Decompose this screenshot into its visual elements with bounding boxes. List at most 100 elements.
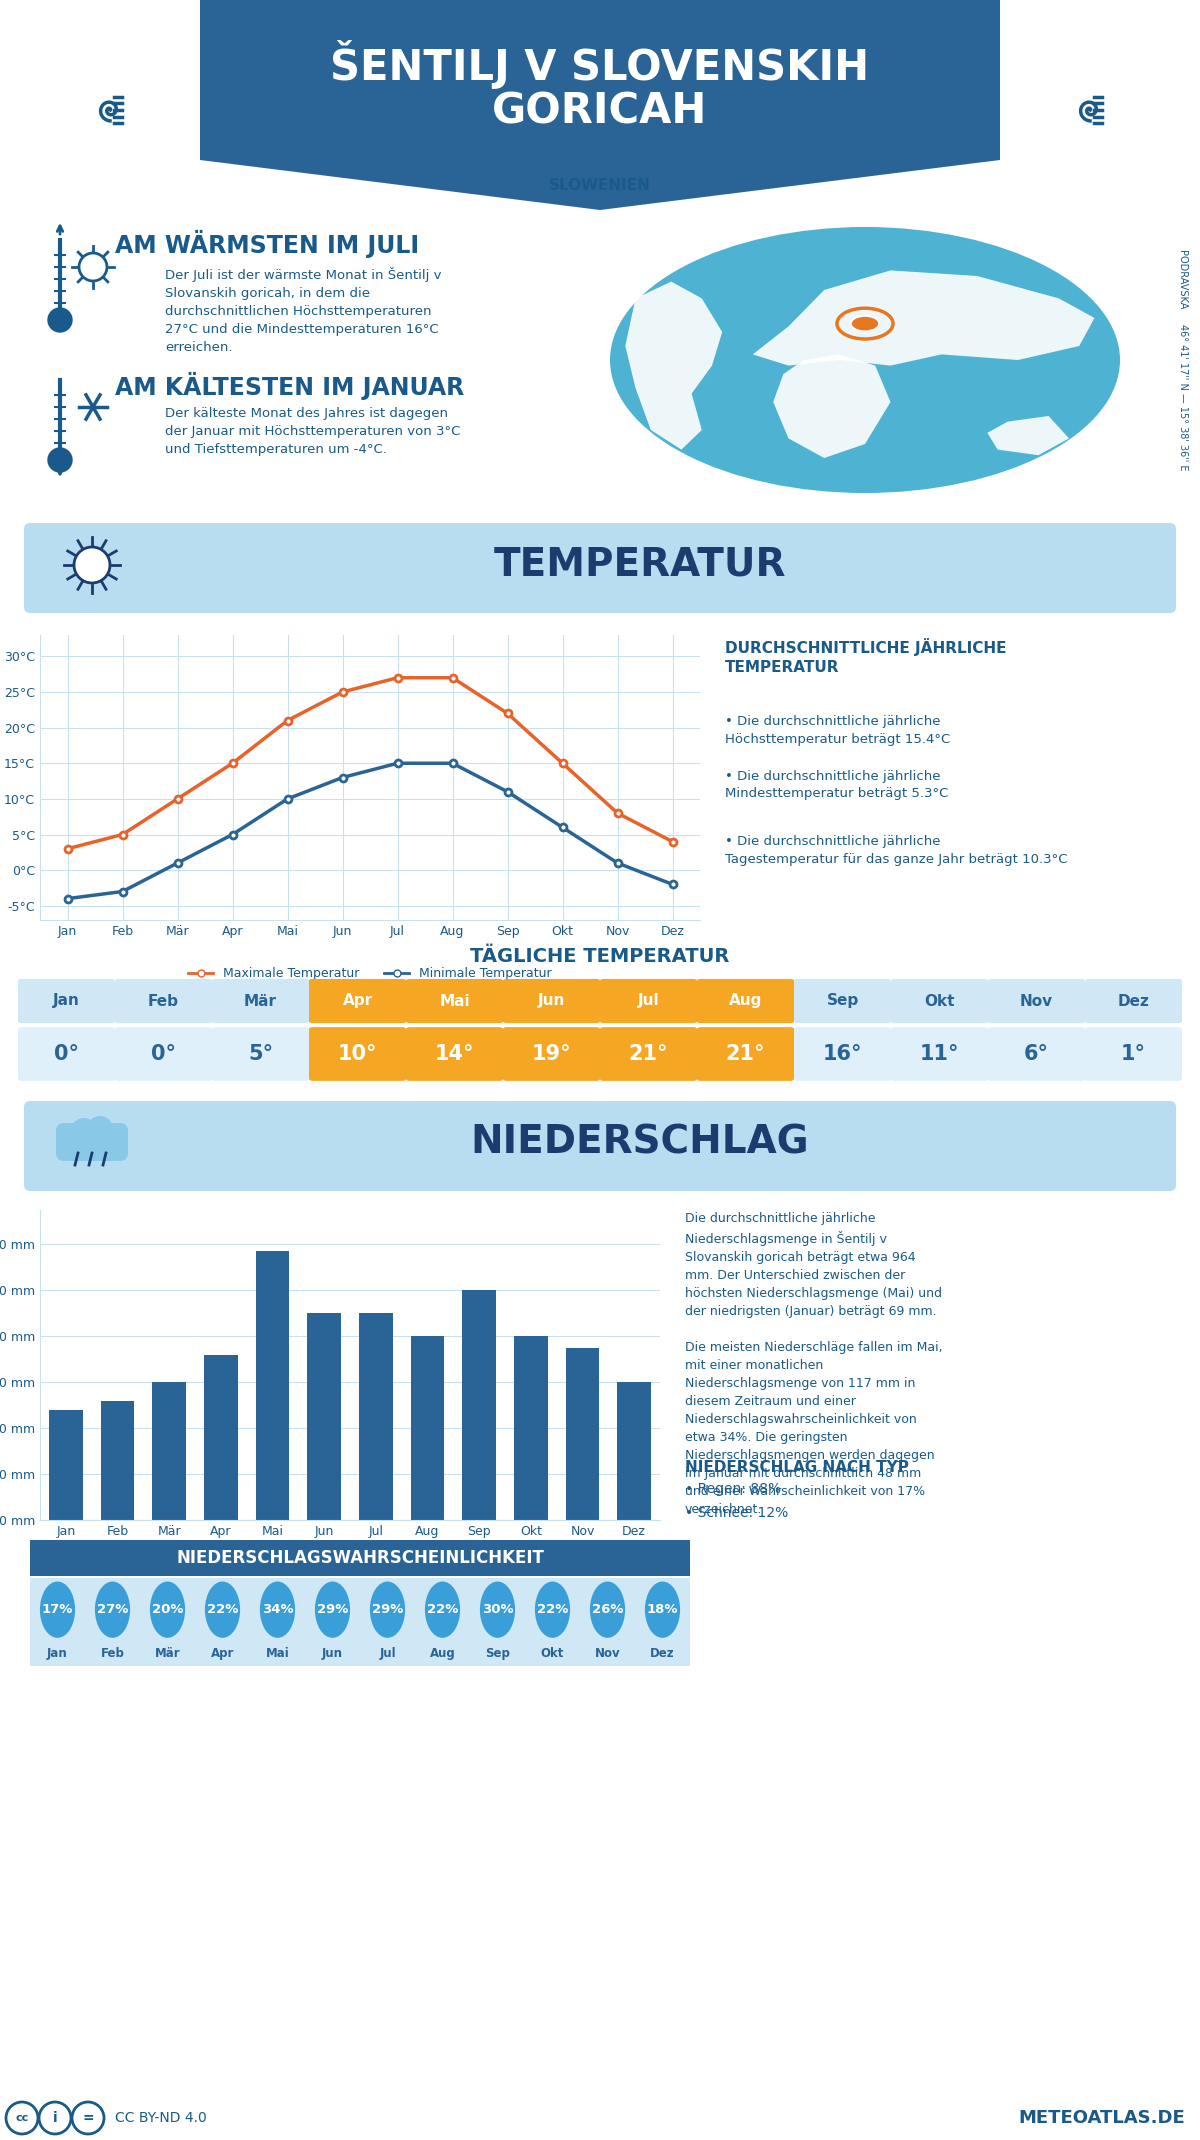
Text: • Regen: 88%: • Regen: 88%	[685, 1483, 781, 1496]
Text: Jul: Jul	[637, 993, 659, 1008]
Text: Jul: Jul	[379, 1648, 396, 1661]
Circle shape	[74, 548, 110, 582]
FancyBboxPatch shape	[24, 1100, 1176, 1192]
Circle shape	[260, 1581, 295, 1637]
FancyBboxPatch shape	[17, 1539, 703, 1577]
Text: Mär: Mär	[244, 993, 277, 1008]
Text: 29%: 29%	[372, 1603, 403, 1616]
Text: NIEDERSCHLAG: NIEDERSCHLAG	[470, 1124, 809, 1162]
Text: Jan: Jan	[53, 993, 80, 1008]
Text: 14°: 14°	[434, 1044, 474, 1064]
Polygon shape	[988, 415, 1069, 456]
Text: 16°: 16°	[823, 1044, 863, 1064]
Circle shape	[535, 1581, 570, 1637]
FancyBboxPatch shape	[115, 1027, 212, 1081]
Bar	[565, 1348, 599, 1519]
Text: Dez: Dez	[1117, 993, 1150, 1008]
Text: NIEDERSCHLAG NACH TYP: NIEDERSCHLAG NACH TYP	[685, 1459, 908, 1474]
FancyBboxPatch shape	[115, 978, 212, 1023]
Polygon shape	[625, 282, 722, 449]
Text: • Die durchschnittliche jährliche
Tagestemperatur für das ganze Jahr beträgt 10.: • Die durchschnittliche jährliche Tagest…	[725, 835, 1068, 865]
Text: DURCHSCHNITTLICHE JÄHRLICHE
TEMPERATUR: DURCHSCHNITTLICHE JÄHRLICHE TEMPERATUR	[725, 638, 1007, 674]
Text: i: i	[53, 2110, 58, 2125]
FancyBboxPatch shape	[697, 1027, 794, 1081]
Text: 30%: 30%	[481, 1603, 514, 1616]
Text: Der kälteste Monat des Jahres ist dagegen
der Januar mit Höchsttemperaturen von : Der kälteste Monat des Jahres ist dagege…	[166, 407, 461, 456]
Text: ŠENTILJ V SLOVENSKIH: ŠENTILJ V SLOVENSKIH	[330, 41, 870, 90]
Text: Mai: Mai	[439, 993, 470, 1008]
FancyBboxPatch shape	[503, 978, 600, 1023]
Text: PODRAVSKA     46° 41' 17'' N — 15° 38' 36'' E: PODRAVSKA 46° 41' 17'' N — 15° 38' 36'' …	[1177, 248, 1188, 471]
Text: 10°: 10°	[337, 1044, 377, 1064]
Circle shape	[40, 1581, 76, 1637]
Text: 34%: 34%	[262, 1603, 293, 1616]
Bar	[49, 1410, 83, 1519]
FancyBboxPatch shape	[24, 522, 1176, 612]
Text: =: =	[82, 2110, 94, 2125]
Text: Dez: Dez	[650, 1648, 674, 1661]
Text: 21°: 21°	[629, 1044, 668, 1064]
Text: SLOWENIEN: SLOWENIEN	[550, 178, 650, 193]
Text: Jan: Jan	[47, 1648, 68, 1661]
Circle shape	[48, 447, 72, 473]
Text: Okt: Okt	[924, 993, 955, 1008]
Text: • Die durchschnittliche jährliche
Mindesttemperatur beträgt 5.3°C: • Die durchschnittliche jährliche Mindes…	[725, 770, 948, 800]
FancyBboxPatch shape	[794, 1027, 890, 1081]
Text: AM KÄLTESTEN IM JANUAR: AM KÄLTESTEN IM JANUAR	[115, 372, 464, 400]
Text: 17%: 17%	[42, 1603, 73, 1616]
Bar	[462, 1290, 496, 1519]
FancyBboxPatch shape	[18, 978, 115, 1023]
Text: Aug: Aug	[430, 1648, 455, 1661]
Text: GORICAH: GORICAH	[492, 90, 708, 133]
FancyBboxPatch shape	[310, 978, 406, 1023]
Text: TÄGLICHE TEMPERATUR: TÄGLICHE TEMPERATUR	[470, 948, 730, 967]
Bar	[204, 1355, 238, 1519]
Bar	[256, 1252, 289, 1519]
Text: TEMPERATUR: TEMPERATUR	[493, 546, 786, 584]
Text: Die durchschnittliche jährliche
Niederschlagsmenge in Šentilj v
Slovanskih goric: Die durchschnittliche jährliche Niedersc…	[685, 1211, 943, 1515]
Text: 18%: 18%	[647, 1603, 678, 1616]
Circle shape	[314, 1581, 350, 1637]
Text: AM WÄRMSTEN IM JULI: AM WÄRMSTEN IM JULI	[115, 229, 419, 259]
Bar	[307, 1314, 341, 1519]
FancyBboxPatch shape	[600, 978, 697, 1023]
FancyBboxPatch shape	[406, 978, 503, 1023]
Text: METEOATLAS.DE: METEOATLAS.DE	[1019, 2110, 1186, 2127]
Circle shape	[205, 1581, 240, 1637]
Circle shape	[644, 1581, 680, 1637]
Text: 27%: 27%	[97, 1603, 128, 1616]
FancyBboxPatch shape	[212, 978, 310, 1023]
Bar	[617, 1382, 650, 1519]
Text: 0°: 0°	[151, 1044, 176, 1064]
Circle shape	[590, 1581, 625, 1637]
FancyBboxPatch shape	[310, 1027, 406, 1081]
Circle shape	[425, 1581, 460, 1637]
Text: 26%: 26%	[592, 1603, 623, 1616]
Text: 22%: 22%	[427, 1603, 458, 1616]
Polygon shape	[773, 355, 890, 458]
Text: Nov: Nov	[1020, 993, 1054, 1008]
Text: cc: cc	[16, 2112, 29, 2123]
Ellipse shape	[610, 227, 1120, 492]
Text: 21°: 21°	[726, 1044, 766, 1064]
FancyBboxPatch shape	[600, 1027, 697, 1081]
Text: Der Juli ist der wärmste Monat in Šentilj v
Slovanskih goricah, in dem die
durch: Der Juli ist der wärmste Monat in Šentil…	[166, 268, 442, 353]
Text: Sep: Sep	[485, 1648, 510, 1661]
Text: Okt: Okt	[541, 1648, 564, 1661]
FancyBboxPatch shape	[794, 978, 890, 1023]
Bar	[101, 1400, 134, 1519]
Circle shape	[88, 1115, 113, 1143]
FancyBboxPatch shape	[1085, 978, 1182, 1023]
Text: 1°: 1°	[1121, 1044, 1146, 1064]
Text: 19°: 19°	[532, 1044, 571, 1064]
Legend: Maximale Temperatur, Minimale Temperatur: Maximale Temperatur, Minimale Temperatur	[182, 963, 557, 984]
Circle shape	[150, 1581, 185, 1637]
Legend: Niederschlagssumme: Niederschlagssumme	[260, 1547, 440, 1569]
Text: 6°: 6°	[1024, 1044, 1049, 1064]
FancyBboxPatch shape	[406, 1027, 503, 1081]
Text: CC BY-ND 4.0: CC BY-ND 4.0	[115, 2110, 206, 2125]
FancyBboxPatch shape	[697, 978, 794, 1023]
FancyBboxPatch shape	[212, 1027, 310, 1081]
Circle shape	[48, 308, 72, 332]
Text: Jun: Jun	[322, 1648, 343, 1661]
